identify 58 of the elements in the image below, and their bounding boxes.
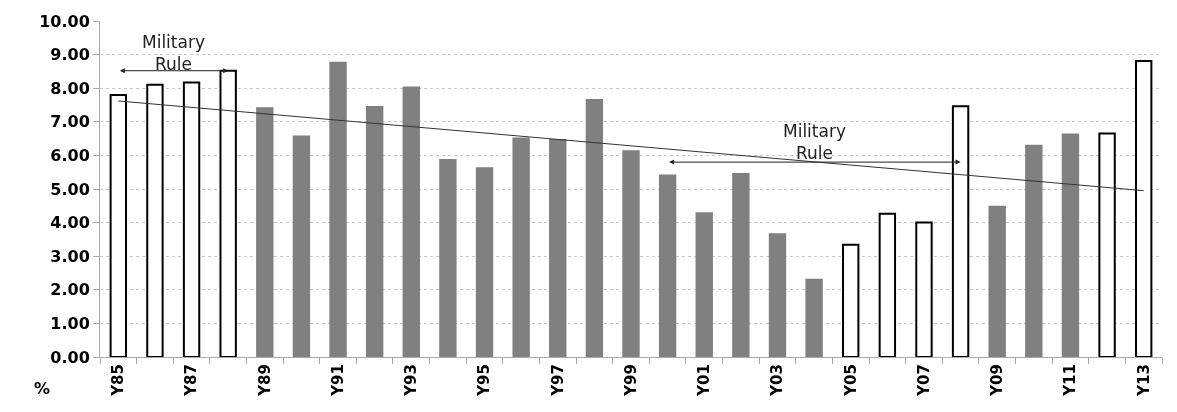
x-tick-label: Y09 — [988, 364, 1007, 397]
bar — [292, 135, 311, 357]
x-tick-label: Y95 — [475, 364, 494, 397]
bar — [951, 105, 970, 357]
annotation: Military Rule — [783, 121, 846, 164]
bar — [512, 137, 530, 357]
annotation: Military Rule — [142, 32, 205, 75]
bar — [658, 174, 677, 357]
x-tick-label: Y13 — [1134, 364, 1153, 397]
y-tick-label: 2.00 — [50, 280, 90, 300]
x-tick-label: Y05 — [841, 364, 860, 397]
bar — [146, 83, 164, 357]
bar — [402, 86, 420, 357]
y-tick-label: 0.00 — [50, 347, 90, 367]
bar — [549, 138, 567, 357]
bar — [219, 69, 237, 357]
y-tick-label: 3.00 — [50, 246, 90, 266]
bar — [915, 221, 933, 357]
y-tick-label: 8.00 — [50, 78, 90, 98]
bar — [1135, 59, 1153, 357]
bar — [988, 205, 1006, 357]
bar — [1098, 132, 1116, 357]
bar — [585, 98, 604, 357]
y-tick-label: 6.00 — [50, 146, 90, 165]
bar — [878, 212, 897, 357]
y-tick-label: 1.00 — [50, 314, 90, 333]
y-axis-title: % — [34, 379, 51, 398]
bar — [732, 172, 750, 357]
x-tick-label: Y97 — [548, 364, 567, 397]
x-tick-label: Y03 — [768, 364, 787, 397]
bar — [365, 106, 384, 357]
bar — [475, 167, 494, 357]
x-tick-label: Y87 — [182, 364, 201, 397]
bar — [439, 159, 457, 357]
y-tick-label: 7.00 — [50, 112, 90, 132]
bar — [109, 93, 127, 357]
bar — [256, 107, 274, 357]
x-tick-label: Y93 — [402, 364, 421, 397]
bar — [622, 150, 640, 357]
bar — [329, 61, 347, 357]
bar — [805, 278, 823, 357]
bar — [695, 212, 713, 357]
x-tick-label: Y11 — [1061, 364, 1080, 397]
y-tick-label: 10.00 — [39, 11, 90, 31]
x-tick-label: Y99 — [621, 364, 640, 397]
bar — [842, 243, 860, 357]
x-tick-label: Y07 — [914, 364, 933, 397]
bar — [182, 81, 201, 357]
bar — [768, 233, 787, 357]
x-tick-label: Y85 — [109, 364, 128, 397]
y-tick-label: 9.00 — [50, 45, 90, 65]
y-tick-label: 4.00 — [50, 213, 90, 233]
bar — [1061, 133, 1080, 357]
bar — [1025, 144, 1043, 357]
x-tick-label: Y89 — [255, 364, 274, 397]
y-tick-label: 5.00 — [50, 179, 90, 199]
x-tick-label: Y91 — [328, 364, 347, 397]
x-tick-label: Y01 — [695, 364, 714, 397]
